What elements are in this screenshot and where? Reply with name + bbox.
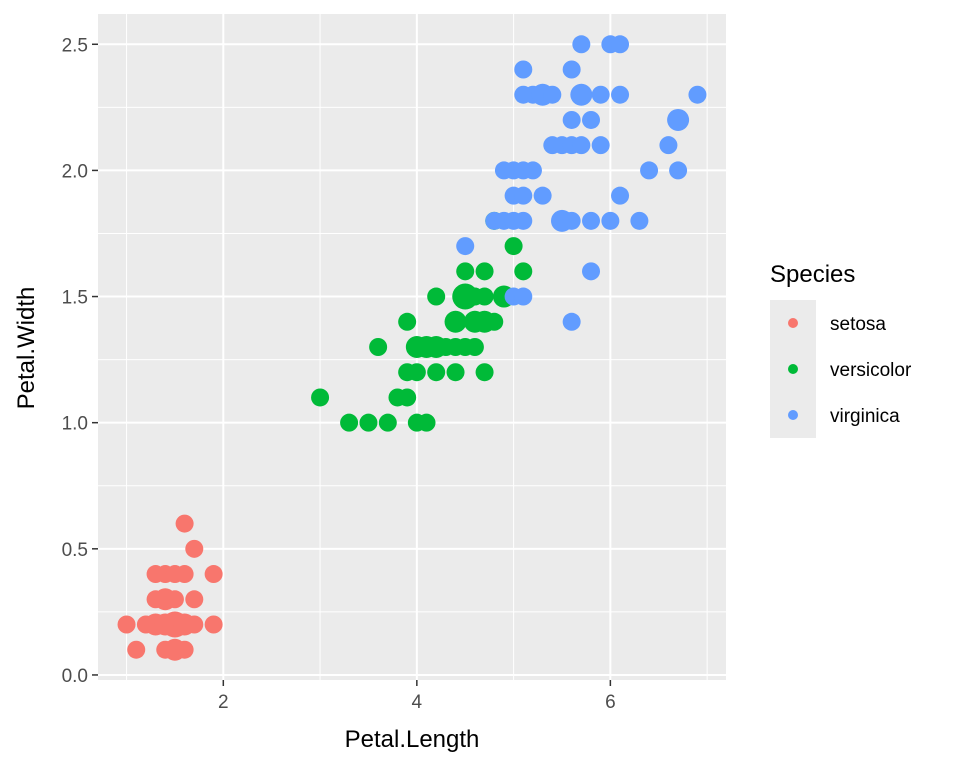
point-virginica	[630, 211, 649, 230]
minor-gridlines	[98, 14, 726, 680]
y-tick-label: 2.0	[62, 161, 88, 182]
point-setosa	[185, 590, 204, 609]
point-virginica	[533, 186, 552, 205]
y-tick-label: 0.0	[62, 666, 88, 687]
point-virginica	[659, 136, 678, 155]
data-points	[117, 35, 707, 661]
point-versicolor	[444, 310, 467, 333]
point-virginica	[582, 262, 601, 281]
point-virginica	[514, 287, 533, 306]
point-versicolor	[359, 413, 378, 432]
point-versicolor	[311, 388, 330, 407]
y-tick-label: 0.5	[62, 540, 88, 561]
legend-title: Species	[770, 261, 855, 288]
point-versicolor	[398, 388, 417, 407]
x-tick-label: 6	[605, 692, 616, 713]
point-setosa	[175, 514, 194, 533]
x-axis-ticks: 2 4 6	[218, 680, 616, 713]
y-tick-label: 1.5	[62, 288, 88, 309]
y-tick-label: 2.5	[62, 35, 88, 56]
point-versicolor	[369, 338, 388, 356]
point-setosa	[175, 565, 194, 584]
point-virginica	[562, 312, 581, 331]
point-virginica	[570, 83, 593, 106]
point-versicolor	[446, 363, 465, 382]
point-virginica	[591, 85, 610, 104]
point-setosa	[204, 615, 223, 634]
point-virginica	[456, 237, 475, 256]
y-axis-ticks: 0.0 0.5 1.0 1.5 2.0 2.5	[62, 35, 98, 687]
point-virginica	[514, 211, 533, 230]
point-versicolor	[475, 262, 494, 281]
legend-dot-setosa	[788, 318, 798, 328]
point-virginica	[582, 110, 601, 129]
point-virginica	[591, 136, 610, 155]
point-virginica	[601, 211, 620, 230]
point-virginica	[611, 35, 630, 54]
point-setosa	[185, 615, 204, 634]
point-virginica	[582, 211, 601, 230]
point-setosa	[185, 539, 204, 558]
point-versicolor	[465, 338, 484, 356]
legend-dot-versicolor	[788, 364, 798, 374]
point-versicolor	[475, 287, 494, 306]
point-virginica	[572, 35, 591, 54]
point-versicolor	[427, 287, 446, 306]
x-axis-title: Petal.Length	[345, 726, 480, 753]
point-versicolor	[398, 312, 417, 331]
legend-label-virginica: virginica	[830, 406, 900, 427]
point-virginica	[611, 186, 630, 205]
point-setosa	[117, 615, 136, 634]
x-tick-label: 2	[218, 692, 229, 713]
legend: Species setosa versicolor virginica	[770, 261, 912, 438]
point-virginica	[523, 161, 542, 180]
point-virginica	[562, 211, 581, 230]
point-versicolor	[407, 363, 426, 382]
point-virginica	[611, 85, 630, 104]
point-setosa	[175, 640, 194, 659]
point-virginica	[562, 110, 581, 129]
point-versicolor	[427, 363, 446, 382]
point-virginica	[514, 186, 533, 205]
point-versicolor	[475, 363, 494, 382]
point-versicolor	[504, 237, 523, 256]
point-virginica	[572, 136, 591, 155]
legend-dot-virginica	[788, 410, 798, 420]
point-virginica	[543, 85, 562, 104]
point-versicolor	[378, 413, 397, 432]
point-virginica	[667, 108, 690, 131]
y-axis-title: Petal.Width	[13, 287, 40, 410]
point-versicolor	[417, 413, 436, 432]
point-setosa	[204, 565, 223, 584]
point-virginica	[562, 60, 581, 79]
legend-label-versicolor: versicolor	[830, 360, 912, 381]
point-virginica	[688, 85, 707, 104]
point-versicolor	[485, 312, 504, 331]
point-versicolor	[340, 413, 359, 432]
point-versicolor	[456, 262, 475, 281]
point-setosa	[127, 640, 146, 659]
point-virginica	[640, 161, 659, 180]
point-versicolor	[514, 262, 533, 281]
point-virginica	[514, 60, 533, 79]
y-tick-label: 1.0	[62, 414, 88, 435]
x-tick-label: 4	[412, 692, 423, 713]
point-virginica	[669, 161, 688, 180]
point-setosa	[165, 590, 184, 609]
legend-label-setosa: setosa	[830, 314, 886, 335]
